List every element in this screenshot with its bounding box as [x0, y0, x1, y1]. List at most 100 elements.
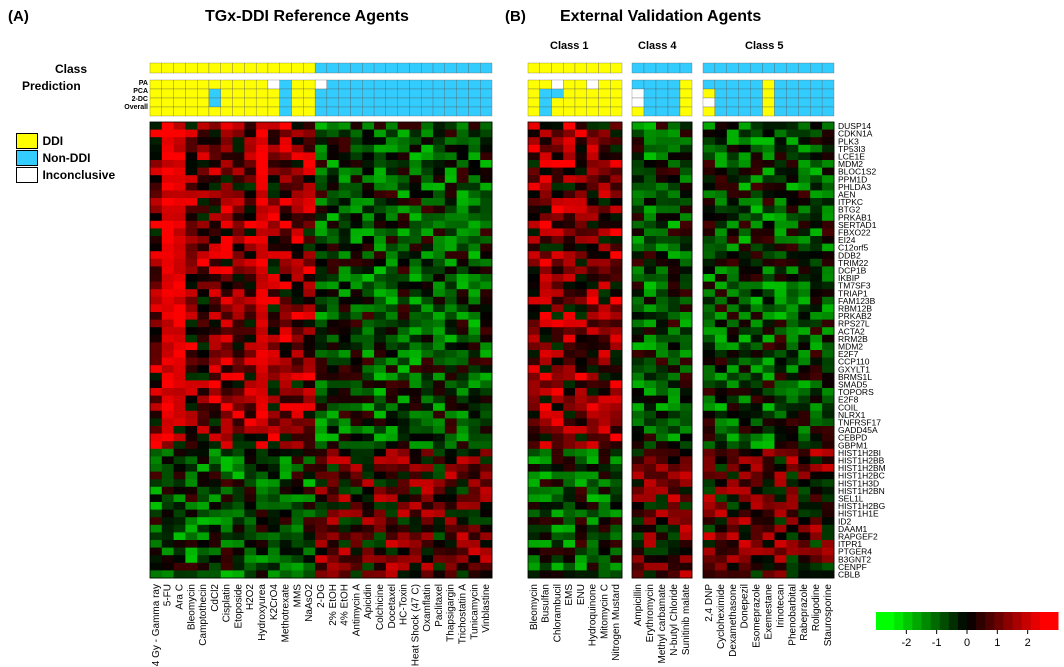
heatmap-cell	[668, 350, 681, 358]
heatmap-cell	[350, 137, 363, 146]
heatmap-cell	[433, 426, 446, 434]
heatmap-cell	[161, 304, 174, 313]
prediction-cell	[810, 106, 823, 117]
heatmap-cell	[774, 547, 787, 556]
heatmap-cell	[703, 220, 716, 229]
heatmap-cell	[703, 205, 716, 214]
heatmap-cell	[350, 289, 363, 298]
heatmap-cell	[786, 403, 799, 412]
class-cell	[714, 62, 727, 74]
heatmap-cell	[750, 144, 763, 153]
heatmap-cell	[185, 517, 198, 526]
heatmap-cell	[786, 380, 799, 389]
heatmap-cell	[197, 160, 210, 168]
heatmap-cell	[338, 137, 351, 146]
heatmap-cell	[421, 479, 434, 488]
heatmap-cell	[563, 289, 576, 298]
prediction-cell	[161, 79, 174, 90]
heatmap-cell	[150, 540, 163, 548]
heatmap-cell	[610, 410, 623, 419]
gene-label: C12orf5	[838, 243, 869, 253]
heatmap-cell	[738, 281, 752, 290]
heatmap-cell	[762, 448, 775, 457]
heatmap-cell	[267, 479, 281, 488]
heatmap-cell	[244, 441, 257, 450]
heatmap-cell	[632, 357, 645, 366]
heatmap-cell	[822, 448, 835, 457]
heatmap-cell	[315, 175, 328, 184]
heatmap-cell	[575, 524, 588, 533]
heatmap-cell	[668, 486, 681, 495]
heatmap-cell	[551, 327, 564, 336]
heatmap-cell	[338, 289, 351, 298]
heatmap-cell	[586, 167, 599, 176]
heatmap-cell	[680, 456, 693, 465]
heatmap-cell	[326, 289, 340, 298]
heatmap-cell	[680, 372, 693, 381]
prediction-cell	[338, 97, 351, 108]
agent-label: Exemestane	[764, 584, 775, 640]
heatmap-cell	[433, 129, 446, 138]
scale-swatch	[894, 612, 904, 630]
heatmap-cell	[726, 517, 740, 526]
heatmap-cell	[726, 410, 740, 419]
heatmap-cell	[598, 441, 611, 450]
gene-label: CEBPD	[838, 433, 867, 443]
heatmap-cell	[810, 281, 823, 290]
heatmap-cell	[480, 365, 493, 374]
heatmap-cell	[632, 167, 645, 176]
heatmap-cell	[810, 266, 823, 275]
heatmap-cell	[444, 258, 458, 267]
heatmap-cell	[563, 296, 576, 305]
legend-non-ddi-swatch	[16, 149, 38, 166]
heatmap-cell	[632, 220, 645, 229]
heatmap-cell	[397, 350, 410, 358]
heatmap-cell	[161, 479, 174, 488]
heatmap-cell	[575, 502, 588, 510]
heatmap-cell	[197, 129, 210, 138]
heatmap-cell	[810, 327, 823, 336]
heatmap-cell	[644, 334, 657, 343]
heatmap-cell	[338, 175, 351, 184]
heatmap-cell	[726, 304, 740, 313]
heatmap-cell	[385, 258, 399, 267]
heatmap-cell	[256, 236, 269, 244]
heatmap-cell	[468, 182, 481, 191]
heatmap-cell	[208, 524, 222, 533]
heatmap-cell	[539, 403, 552, 412]
heatmap-cell	[656, 365, 669, 374]
heatmap-cell	[456, 562, 469, 571]
heatmap-cell	[644, 281, 657, 290]
heatmap-cell	[150, 342, 163, 351]
heatmap-cell	[409, 281, 422, 290]
heatmap-cell	[220, 410, 233, 419]
agent-label: Bleomycin	[186, 584, 197, 630]
heatmap-cell	[703, 266, 716, 275]
heatmap-cell	[385, 479, 399, 488]
heatmap-cell	[468, 471, 481, 480]
heatmap-cell	[421, 403, 434, 412]
heatmap-cell	[774, 403, 787, 412]
heatmap-cell	[150, 350, 163, 358]
heatmap-cell	[750, 448, 763, 457]
heatmap-cell	[362, 182, 375, 191]
heatmap-cell	[232, 426, 245, 434]
heatmap-cell	[232, 251, 245, 260]
heatmap-cell	[279, 228, 292, 237]
heatmap-cell	[173, 562, 186, 571]
heatmap-cell	[539, 266, 552, 275]
heatmap-cell	[256, 304, 269, 313]
heatmap-cell	[656, 144, 669, 153]
heatmap-cell	[161, 198, 174, 206]
heatmap-cell	[786, 426, 799, 434]
heatmap-cell	[822, 342, 835, 351]
heatmap-cell	[714, 494, 728, 503]
heatmap-cell	[291, 357, 304, 366]
heatmap-cell	[150, 418, 163, 427]
heatmap-cell	[244, 304, 257, 313]
heatmap-cell	[810, 243, 823, 252]
scale-swatch	[985, 612, 995, 630]
heatmap-cell	[656, 433, 669, 442]
heatmap-cell	[256, 456, 269, 465]
heatmap-cell	[433, 160, 446, 168]
